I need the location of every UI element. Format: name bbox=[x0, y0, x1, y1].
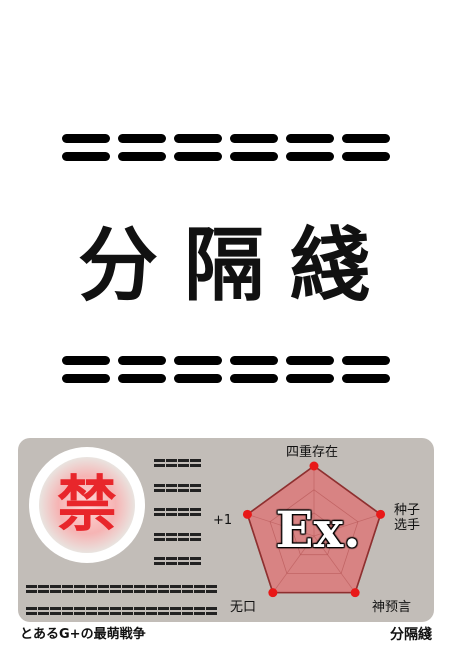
radar-label-bottom-right: 神预言 bbox=[372, 600, 412, 615]
dash-bottom-bar bbox=[286, 356, 334, 365]
radar-label-right: 种子 选手 bbox=[394, 503, 421, 533]
long-dash bbox=[26, 580, 218, 602]
radar-vertex-dot bbox=[350, 588, 360, 598]
dash-top-bar bbox=[286, 134, 334, 143]
dash-bottom-bar bbox=[62, 374, 110, 383]
grade-label: Ex. bbox=[275, 500, 361, 559]
mini-dash bbox=[154, 479, 202, 504]
dash-bottom-bar bbox=[230, 356, 278, 365]
radar-vertex-dot bbox=[242, 509, 252, 519]
long-dash bbox=[26, 602, 218, 624]
ban-emblem-ring bbox=[29, 447, 145, 563]
footer-name: 分隔綫 bbox=[390, 627, 432, 643]
dash-top-bar bbox=[174, 134, 222, 143]
divider-dashes-top-svg bbox=[62, 134, 390, 161]
dash-bottom-bar bbox=[342, 374, 390, 383]
mini-dash-column bbox=[154, 454, 202, 577]
radar-chart-svg bbox=[242, 461, 386, 598]
dash-bottom-bar bbox=[62, 356, 110, 365]
radar-vertex-dot bbox=[309, 461, 319, 471]
dash-bottom-bar bbox=[174, 374, 222, 383]
card-title: 分隔綫 bbox=[78, 219, 396, 312]
dash-top-bar bbox=[118, 134, 166, 143]
dash-bottom-bar bbox=[230, 374, 278, 383]
mini-dash bbox=[154, 454, 202, 479]
radar-vertex-dot bbox=[268, 588, 278, 598]
dash-top-bar bbox=[62, 152, 110, 161]
dash-bottom-bar bbox=[174, 356, 222, 365]
divider-dashes-top bbox=[62, 128, 390, 168]
long-dash-column bbox=[26, 580, 218, 624]
radar-data-area bbox=[246, 465, 382, 594]
radar-label-bottom-left: 无口 bbox=[230, 600, 257, 615]
dash-bottom-bar bbox=[286, 374, 334, 383]
dash-top-bar bbox=[62, 134, 110, 143]
mini-dash bbox=[154, 552, 202, 577]
dash-top-bar bbox=[342, 152, 390, 161]
radar-chart bbox=[210, 440, 434, 620]
dash-top-bar bbox=[230, 134, 278, 143]
dash-bottom-bar bbox=[118, 374, 166, 383]
footer-series: とあるG+の最萌戦争 bbox=[20, 627, 146, 642]
dash-bottom-bar bbox=[118, 356, 166, 365]
dash-top-bar bbox=[342, 134, 390, 143]
radar-label-left: +1 bbox=[213, 513, 233, 528]
dash-top-bar bbox=[230, 152, 278, 161]
dash-top-bar bbox=[174, 152, 222, 161]
mini-dash bbox=[154, 503, 202, 528]
dash-top-bar bbox=[118, 152, 166, 161]
ban-emblem: 禁 bbox=[26, 444, 148, 566]
mini-dash bbox=[154, 528, 202, 553]
divider-dashes-bottom bbox=[62, 350, 390, 390]
dash-bottom-bar bbox=[342, 356, 390, 365]
radar-label-top: 四重存在 bbox=[286, 445, 339, 460]
divider-dashes-bottom-svg bbox=[62, 356, 390, 383]
ban-emblem-label: 禁 bbox=[57, 470, 117, 540]
radar-vertex-dot bbox=[376, 509, 386, 519]
dash-top-bar bbox=[286, 152, 334, 161]
